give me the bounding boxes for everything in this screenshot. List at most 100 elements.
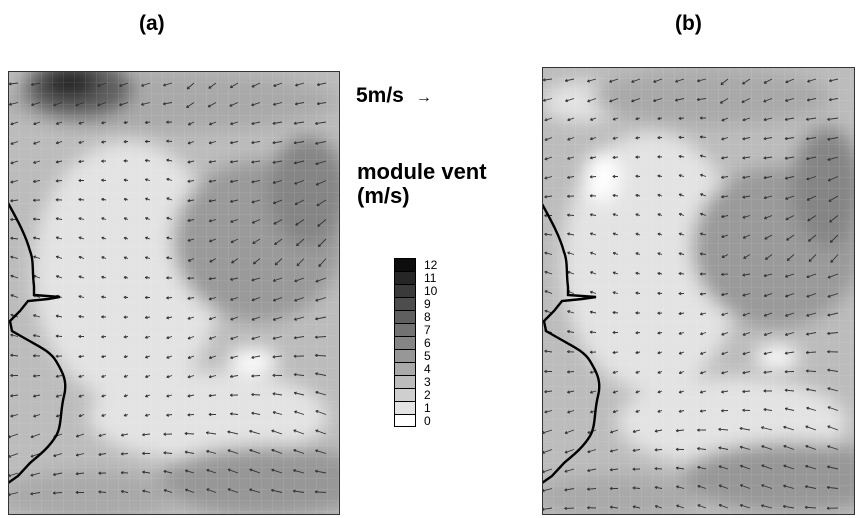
wind-arrow-head — [251, 181, 255, 184]
wind-arrow-head — [144, 159, 148, 163]
wind-arrow-head — [742, 372, 746, 375]
wind-arrow-head — [609, 506, 613, 509]
wind-arrow-head — [567, 412, 571, 414]
wind-arrow-head — [635, 118, 639, 121]
wind-arrow-head — [55, 376, 59, 378]
wind-arrow — [209, 258, 217, 263]
wind-arrow-head — [31, 84, 34, 87]
wind-arrow-head — [827, 425, 830, 429]
wind-map-a — [8, 71, 340, 515]
wind-arrow — [53, 82, 63, 86]
wind-arrow-head — [10, 415, 14, 418]
wind-arrow — [805, 445, 817, 450]
wind-arrow — [700, 351, 707, 355]
wind-arrow-head — [295, 103, 298, 106]
wind-arrow — [697, 485, 707, 489]
wind-arrow — [742, 332, 751, 336]
wind-arrow-head — [78, 336, 82, 339]
wind-arrow — [700, 233, 707, 236]
colorbar-swatch — [394, 414, 416, 427]
wind-arrow-head — [805, 465, 808, 468]
wind-arrow-head — [830, 241, 833, 243]
wind-arrow-head — [589, 195, 593, 198]
wind-arrow-head — [78, 256, 82, 259]
wind-arrow — [293, 429, 305, 435]
wind-arrow — [315, 373, 327, 376]
wind-arrow — [785, 98, 795, 102]
wind-arrow — [785, 332, 795, 336]
wind-arrow-head — [314, 354, 318, 358]
wind-arrow-head — [251, 338, 255, 340]
wind-arrow — [742, 351, 751, 355]
wind-arrow — [721, 215, 729, 218]
wind-arrow-head — [123, 179, 127, 182]
wind-arrow — [227, 488, 239, 493]
wind-arrow — [294, 277, 305, 282]
wind-arrow-head — [542, 79, 546, 82]
wind-arrow-head — [208, 376, 212, 379]
wind-arrow — [783, 505, 795, 509]
wind-arrow-head — [101, 276, 104, 279]
wind-arrow-head — [544, 177, 548, 180]
wind-arrow — [56, 275, 63, 279]
wind-arrow — [739, 446, 751, 450]
wind-arrow-head — [145, 337, 148, 339]
wind-arrow — [653, 98, 663, 102]
wind-arrow — [806, 117, 817, 120]
wind-arrow-head — [544, 290, 547, 294]
wind-arrow — [806, 176, 817, 180]
wind-arrow-head — [784, 408, 788, 411]
wind-arrow — [187, 141, 195, 144]
wind-arrow-head — [763, 177, 767, 180]
wind-arrow — [720, 78, 729, 85]
colorbar-swatch — [394, 284, 416, 297]
wind-arrow-head — [119, 104, 123, 107]
wind-arrow-head — [699, 293, 703, 296]
wind-arrow — [807, 78, 817, 83]
wind-arrow — [10, 199, 19, 202]
wind-arrow-head — [101, 316, 104, 319]
wind-arrow — [208, 160, 217, 163]
wind-arrow-head — [544, 310, 547, 313]
wind-arrow — [827, 273, 839, 279]
wind-arrow-head — [163, 452, 167, 455]
wind-arrow — [721, 117, 729, 122]
wind-arrow-head — [230, 161, 233, 164]
wind-arrow-head — [564, 489, 568, 492]
wind-arrow-head — [33, 314, 36, 318]
wind-arrow-head — [696, 99, 700, 102]
wind-arrow — [315, 354, 327, 357]
wind-arrow — [700, 213, 707, 216]
wind-arrow — [208, 394, 217, 397]
wind-arrow — [75, 472, 85, 475]
wind-arrow — [827, 156, 839, 161]
wind-arrow-head — [565, 100, 569, 103]
wind-arrow-head — [144, 178, 148, 182]
wind-arrow-head — [315, 123, 318, 125]
wind-arrow-head — [145, 198, 148, 201]
wind-arrow-head — [123, 122, 127, 125]
wind-arrow — [590, 117, 597, 121]
colorbar-tick-label: 7 — [424, 323, 431, 337]
wind-arrow-head — [315, 318, 319, 321]
wind-arrow — [315, 277, 327, 283]
wind-arrow-head — [657, 137, 661, 140]
wind-arrow — [721, 371, 729, 374]
wind-arrow-head — [144, 277, 148, 280]
wind-arrow — [230, 219, 239, 223]
wind-arrow — [56, 394, 63, 398]
wind-arrow — [53, 492, 63, 494]
wind-arrow-head — [275, 263, 278, 266]
wind-arrow — [700, 390, 707, 393]
colorbar-swatch — [394, 362, 416, 375]
wind-arrow-head — [657, 411, 661, 413]
wind-arrow — [740, 504, 751, 509]
wind-arrow-head — [185, 489, 188, 492]
wind-arrow — [9, 82, 19, 85]
wind-arrow-head — [589, 214, 593, 217]
wind-arrow — [700, 193, 707, 197]
wind-arrow — [53, 102, 63, 106]
wind-arrow — [542, 429, 553, 434]
wind-arrow — [206, 469, 217, 474]
wind-arrow — [610, 468, 619, 471]
